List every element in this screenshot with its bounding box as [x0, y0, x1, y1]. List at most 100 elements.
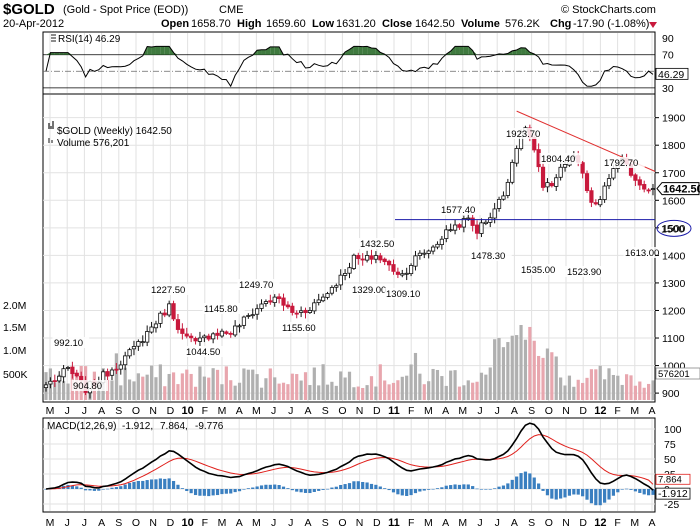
- macd-histogram-bar: [651, 489, 655, 495]
- month-top-label: A: [442, 405, 449, 417]
- macd-histogram-bar: [167, 478, 171, 489]
- volume-bar: [303, 372, 308, 400]
- macd-histogram-bar: [567, 489, 572, 496]
- macd-tick-label: 50: [664, 454, 676, 466]
- price-annotation: 1804.40: [541, 154, 575, 165]
- volume-bar: [497, 338, 501, 400]
- candle-body: [316, 299, 321, 303]
- month-top-label: A: [648, 405, 655, 417]
- candle-body: [312, 302, 317, 312]
- candle-body: [52, 380, 57, 383]
- month-top-label: M: [630, 405, 639, 417]
- macd-histogram-bar: [334, 486, 338, 489]
- candle-body: [461, 218, 466, 228]
- macd-histogram-bar: [528, 473, 532, 489]
- volume-bar: [66, 383, 70, 400]
- candle-body: [356, 255, 361, 260]
- candle-body: [360, 258, 365, 261]
- symbol-title: $GOLD: [3, 1, 55, 18]
- macd-histogram-bar: [510, 479, 514, 489]
- volume-bar: [110, 380, 114, 400]
- candle-body: [593, 202, 598, 205]
- candle-body: [408, 265, 414, 275]
- price-tick-label: 1800: [662, 140, 686, 152]
- price-tick-label: 1200: [662, 305, 686, 317]
- candle-body: [299, 310, 304, 313]
- month-top-label: M: [458, 405, 467, 417]
- macd-histogram-bar: [44, 489, 48, 490]
- candle-body: [140, 341, 145, 344]
- volume-bar: [387, 384, 391, 400]
- volume-bar: [488, 367, 492, 400]
- macd-legend-hist: -9.776: [195, 421, 224, 432]
- volume-bar: [413, 352, 418, 400]
- candle-body: [562, 164, 568, 168]
- annotation-bg: [519, 264, 562, 275]
- rsi-overbought-fill: [345, 49, 350, 55]
- macd-frame: [42, 417, 656, 513]
- volume-bar: [559, 377, 563, 400]
- month-bottom-label: M: [630, 517, 639, 529]
- volume-bar: [198, 366, 202, 400]
- volume-bar: [475, 381, 479, 400]
- macd-histogram-bar: [440, 487, 444, 489]
- month-top-label: D: [373, 405, 381, 417]
- rsi-legend: RSI(14) 46.29: [58, 34, 121, 45]
- macd-histogram-bar: [365, 482, 369, 489]
- volume-bar: [154, 377, 158, 400]
- month-top-label: F: [202, 405, 208, 417]
- volume-bar: [519, 325, 523, 400]
- volume-bar: [317, 385, 321, 400]
- candle-body: [123, 355, 128, 366]
- candle-body: [219, 330, 225, 337]
- volume-bar: [123, 367, 127, 400]
- candle-body: [149, 326, 154, 333]
- macd-histogram-bar: [589, 489, 594, 504]
- macd-histogram-bar: [400, 489, 404, 496]
- macd-histogram-bar: [286, 488, 290, 489]
- volume-bar: [281, 382, 286, 400]
- month-top-label: S: [322, 405, 329, 417]
- macd-histogram-bar: [237, 489, 242, 492]
- candle-body: [496, 199, 502, 209]
- volume-bar: [369, 376, 374, 400]
- volume-bar: [158, 364, 162, 400]
- volume-bar: [620, 384, 624, 400]
- price-annotation: 1613.00: [625, 248, 659, 259]
- volume-bar: [541, 357, 545, 400]
- rsi-overbought-fill: [164, 46, 170, 55]
- volume-bar: [638, 381, 642, 400]
- macd-histogram-bar: [290, 489, 294, 491]
- macd-histogram-bar: [299, 489, 303, 493]
- price-annotation: 1249.70: [239, 280, 273, 291]
- volume-bar: [400, 376, 404, 400]
- volume-bar: [453, 370, 457, 400]
- volume-bar: [625, 374, 629, 400]
- month-bottom-label: N: [149, 517, 157, 529]
- volume-bar: [532, 340, 536, 400]
- month-bottom-label: M: [252, 517, 261, 529]
- volume-bar: [233, 385, 237, 400]
- macd-histogram-bar: [449, 485, 453, 489]
- current-volume-label: 576201: [658, 369, 690, 380]
- macd-histogram-bar: [176, 484, 180, 489]
- candle-body: [444, 229, 449, 239]
- candle-body: [364, 255, 370, 261]
- candle-body: [606, 178, 612, 187]
- month-top-label: F: [408, 405, 414, 417]
- candle-body: [422, 252, 427, 255]
- month-bottom-label: J: [495, 517, 500, 529]
- macd-histogram-bar: [211, 489, 215, 496]
- month-top-label: 12: [594, 405, 606, 417]
- candle-body: [127, 349, 132, 357]
- macd-histogram-bar: [501, 485, 506, 489]
- month-top-label: A: [98, 405, 105, 417]
- macd-histogram-bar: [387, 489, 391, 491]
- month-bottom-label: J: [82, 517, 87, 529]
- month-bottom-label: S: [322, 517, 329, 529]
- month-top-label: N: [562, 405, 570, 417]
- candle-body: [483, 221, 488, 224]
- down-arrow-icon: [649, 22, 657, 28]
- price-panel: 992.10 904.80 1227.50 1044.50 1145.80 1249.70…: [3, 93, 700, 403]
- volume-bar: [339, 371, 343, 400]
